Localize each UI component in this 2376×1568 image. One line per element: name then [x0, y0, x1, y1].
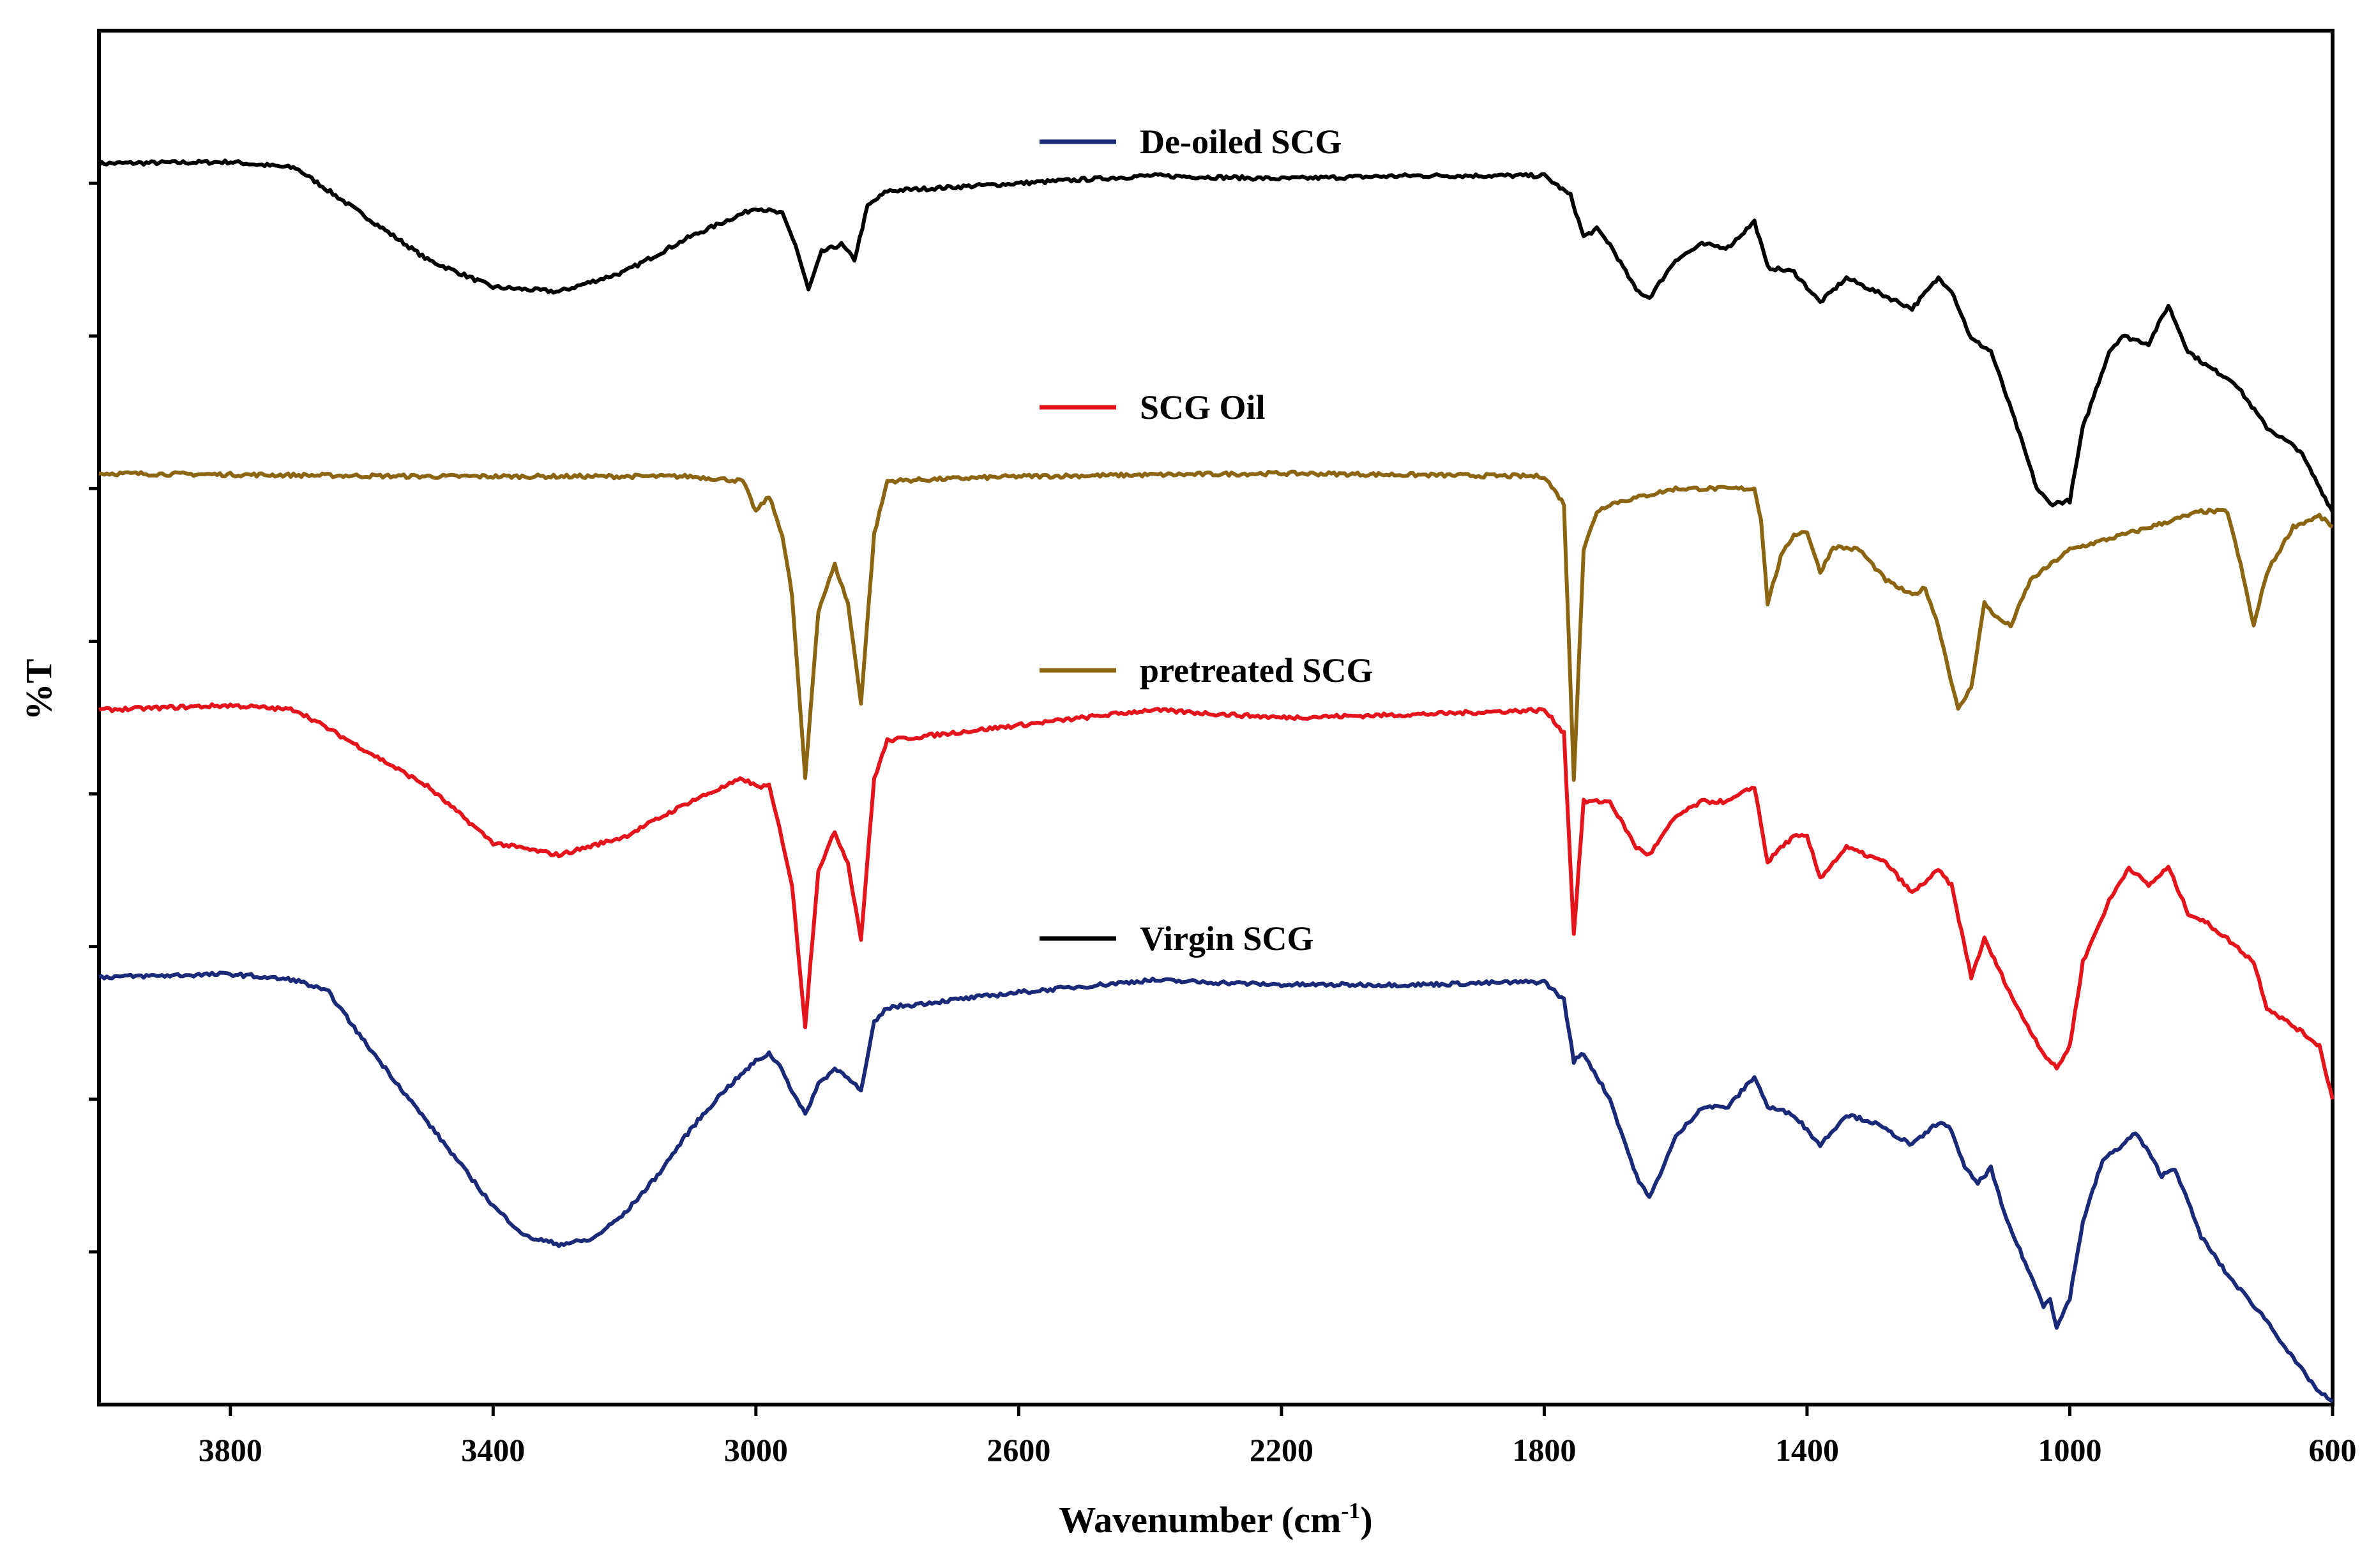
- series-line-pretreated-scg: [98, 469, 2334, 782]
- series-layer: [97, 158, 2334, 1403]
- x-tick-label: 3000: [724, 1432, 788, 1468]
- legend-label: Virgin SCG: [1140, 919, 1314, 958]
- series-line-de-oiled-scg: [98, 970, 2334, 1403]
- x-axis-title: Wavenumber (cm-1): [1059, 1498, 1372, 1541]
- x-tick-label: 3800: [199, 1432, 262, 1468]
- plot-area: [97, 29, 2334, 1406]
- legend-label: De-oiled SCG: [1140, 123, 1342, 161]
- x-tick-label: 1400: [1775, 1432, 1839, 1468]
- series-line-scg-oil: [98, 702, 2334, 1100]
- legend: De-oiled SCG SCG Oil pretreated SCG Virgin …: [1040, 123, 1373, 958]
- x-tick-label: 1800: [1512, 1432, 1576, 1468]
- legend-label: pretreated SCG: [1140, 651, 1373, 690]
- plot-frame: [97, 29, 2334, 1406]
- x-tick-label: 3400: [461, 1432, 525, 1468]
- legend-label: SCG Oil: [1140, 388, 1266, 426]
- series-line-virgin-scg: [97, 158, 2334, 513]
- x-tick-label: 1000: [2038, 1432, 2101, 1468]
- x-tick-label: 2200: [1250, 1432, 1313, 1468]
- y-axis-title: %T: [18, 659, 59, 721]
- x-tick-label: 2600: [987, 1432, 1050, 1468]
- axis-ticks: 3800 3400 3000 2600 2200 1800 1400 1000 600: [89, 181, 2357, 1468]
- x-tick-label: 600: [2309, 1432, 2357, 1468]
